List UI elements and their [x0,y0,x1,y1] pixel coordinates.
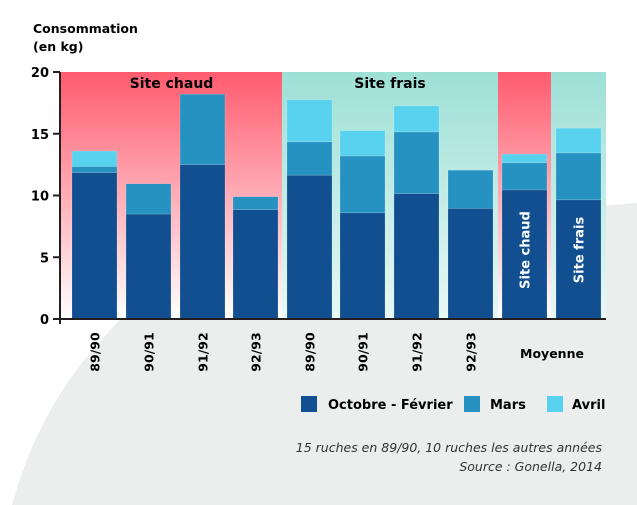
axes: 0 5 10 15 20 [31,66,606,328]
bar-segment-octobre-f-vrier [501,189,548,320]
bar-segment-mars [447,169,494,209]
x-tick-label: 92/93 [249,332,264,371]
bar-segment-avril [339,130,386,157]
legend-swatch [301,396,317,412]
x-group-label-moyenne: Moyenne [520,346,584,361]
legend: Octobre - Février Mars Avril [301,396,605,413]
x-tick-label: 90/91 [142,332,157,371]
bar-segment-mars [179,93,226,165]
y-axis-label-line1: Consommation [33,21,138,36]
bar-segment-octobre-f-vrier [555,199,602,320]
y-tick-label: 15 [31,128,49,143]
y-tick-label: 0 [40,313,49,328]
y-axis-label-line2: (en kg) [33,39,83,54]
bar-segment-octobre-f-vrier [447,208,494,320]
x-tick-label: 91/92 [410,332,425,371]
bar-segment-mars [393,131,440,194]
x-tick-label: 91/92 [196,332,211,371]
bars: 89/90 90/91 91/92 92/93 89/90 90/91 91/92 92/93… [71,93,602,372]
bar-segment-mars [555,152,602,201]
bar-segment-octobre-f-vrier [71,172,118,320]
bar-segment-avril [71,150,118,167]
y-tick-label: 20 [31,66,49,81]
bar-segment-mars [339,155,386,214]
bar-segment-mars [232,196,279,211]
in-bar-label: Site frais [573,217,588,284]
bar-segment-octobre-f-vrier [393,193,440,320]
x-tick-label: 92/93 [464,332,479,371]
legend-label: Mars [490,398,526,413]
bar-segment-avril [501,153,548,164]
bar-segment-octobre-f-vrier [125,213,172,320]
region-label: Site chaud [130,76,214,92]
bar-segment-avril [393,105,440,133]
bar-segment-octobre-f-vrier [339,212,386,320]
x-tick-label: 89/90 [88,332,103,372]
bar-segment-octobre-f-vrier [179,164,226,320]
bar-segment-octobre-f-vrier [286,174,333,320]
bar-segment-mars [286,141,333,176]
y-tick-label: 5 [40,251,49,266]
region-label: Site frais [354,76,426,92]
bar-segment-mars [501,162,548,191]
note-source: Source : Gonella, 2014 [459,459,602,474]
legend-label: Avril [572,398,605,413]
bar-segment-mars [125,183,172,215]
bar-segment-avril [555,127,602,154]
y-tick-label: 10 [31,190,49,205]
bar-segment-mars [71,166,118,173]
legend-swatch [464,396,480,412]
note-hives: 15 ruches en 89/90, 10 ruches les autres… [296,440,603,455]
bar-segment-octobre-f-vrier [232,209,279,320]
x-tick-label: 89/90 [303,332,318,372]
legend-swatch [547,396,563,412]
in-bar-label: Site chaud [519,211,534,289]
bar-segment-avril [286,99,333,143]
x-tick-label: 90/91 [356,332,371,371]
legend-label: Octobre - Février [328,398,453,413]
